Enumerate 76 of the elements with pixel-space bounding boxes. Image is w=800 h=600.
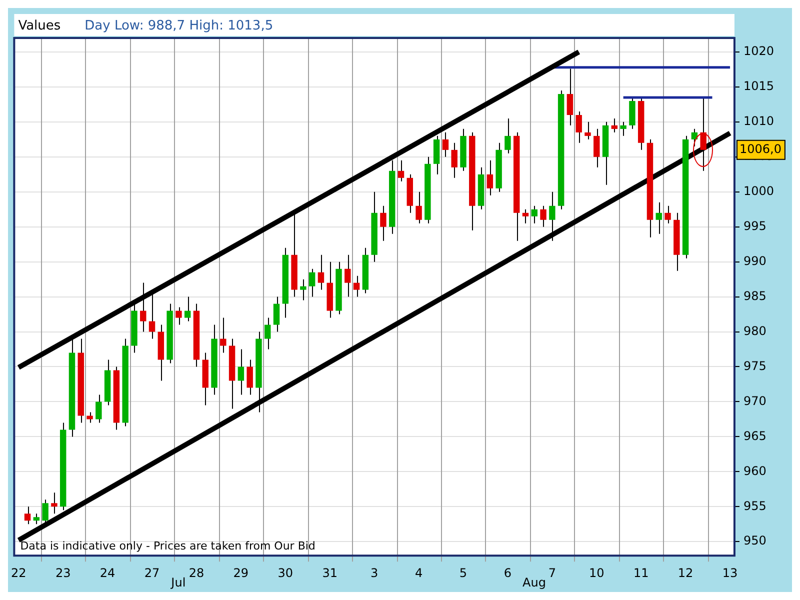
candlestick xyxy=(442,132,449,158)
y-tick-label: 1010 xyxy=(743,114,774,128)
x-tick-label: 7 xyxy=(548,566,556,580)
candlestick xyxy=(594,128,600,168)
text: Jul xyxy=(170,576,186,590)
annotation: Data is indicative only - Prices are taken from Our Bid xyxy=(20,539,316,552)
y-tick-label: 995 xyxy=(743,218,766,233)
candlestick xyxy=(318,254,324,290)
candlestick xyxy=(656,202,662,234)
y-tick-label: 980 xyxy=(743,324,766,338)
x-tick-label: 30 xyxy=(278,566,294,580)
candlestick xyxy=(380,205,386,242)
candlestick xyxy=(504,118,511,154)
candlestick xyxy=(353,275,360,298)
x-tick-label: 4 xyxy=(414,566,423,580)
candlestick xyxy=(86,412,93,424)
y-tick-label: 975 xyxy=(743,358,766,373)
candlestick xyxy=(42,499,48,525)
candlestick xyxy=(33,513,40,525)
candlestick xyxy=(576,110,582,144)
candlestick xyxy=(148,292,156,340)
y-tick-label: 990 xyxy=(743,254,766,268)
x-tick-label: 24 xyxy=(100,566,116,580)
candlestick xyxy=(566,68,574,126)
candlestick xyxy=(531,205,538,224)
y-tick-label: 1000 xyxy=(743,184,774,198)
x-tick-label: 28 xyxy=(188,566,204,580)
candlestick xyxy=(176,306,182,326)
candlestick xyxy=(664,205,671,224)
candlestick xyxy=(540,205,546,228)
x-tick-label: 31 xyxy=(322,566,338,580)
x-tick-label: 11 xyxy=(633,566,649,580)
candlestick xyxy=(549,191,556,242)
candlestick xyxy=(140,282,146,332)
x-tick-label: 10 xyxy=(588,566,604,580)
y-tick-label: 950 xyxy=(743,534,766,548)
y-tick-label: 955 xyxy=(743,498,766,513)
candlestick xyxy=(486,160,494,196)
x-tick-label: 6 xyxy=(504,566,512,580)
x-tick-label: 29 xyxy=(233,566,249,580)
x-tick-label: 5 xyxy=(459,566,468,580)
y-tick-label: 1020 xyxy=(743,44,774,58)
candlestick xyxy=(246,359,253,396)
candlestick xyxy=(300,278,306,301)
x-tick-label: 23 xyxy=(55,566,71,580)
y-tick-label: 985 xyxy=(743,288,766,303)
candlestick xyxy=(416,191,422,224)
text: 1006,0 xyxy=(739,142,782,156)
candlestick xyxy=(611,118,618,133)
y-tick-label: 965 xyxy=(743,428,766,443)
candlestick xyxy=(51,492,58,514)
candlestick xyxy=(220,317,226,354)
candlestick xyxy=(238,348,244,396)
x-tick-label: 22 xyxy=(10,566,26,580)
candlestick xyxy=(522,208,529,224)
candlestick xyxy=(264,317,271,350)
candlestick xyxy=(24,506,31,525)
text: Aug xyxy=(522,576,546,590)
candlestick xyxy=(620,121,626,136)
candlestick xyxy=(584,121,591,140)
x-tick-label: 3 xyxy=(370,566,378,580)
x-tick-label: 27 xyxy=(144,566,160,580)
y-tick-label: 960 xyxy=(743,464,766,478)
candlestick xyxy=(273,296,280,332)
candlestick xyxy=(398,160,404,182)
candlestick xyxy=(344,254,351,298)
candlestick xyxy=(184,296,191,322)
y-tick-label: 1015 xyxy=(743,79,774,94)
x-tick-label: 12 xyxy=(678,566,694,580)
candlestick xyxy=(451,142,458,178)
chart-title: Values xyxy=(18,18,61,34)
candlestick xyxy=(308,268,316,298)
chart-subtitle: Day Low: 988,7 High: 1013,5 xyxy=(84,18,274,34)
candlestick xyxy=(96,394,102,424)
x-tick-label: 13 xyxy=(722,566,738,580)
y-tick-label: 970 xyxy=(743,394,766,408)
